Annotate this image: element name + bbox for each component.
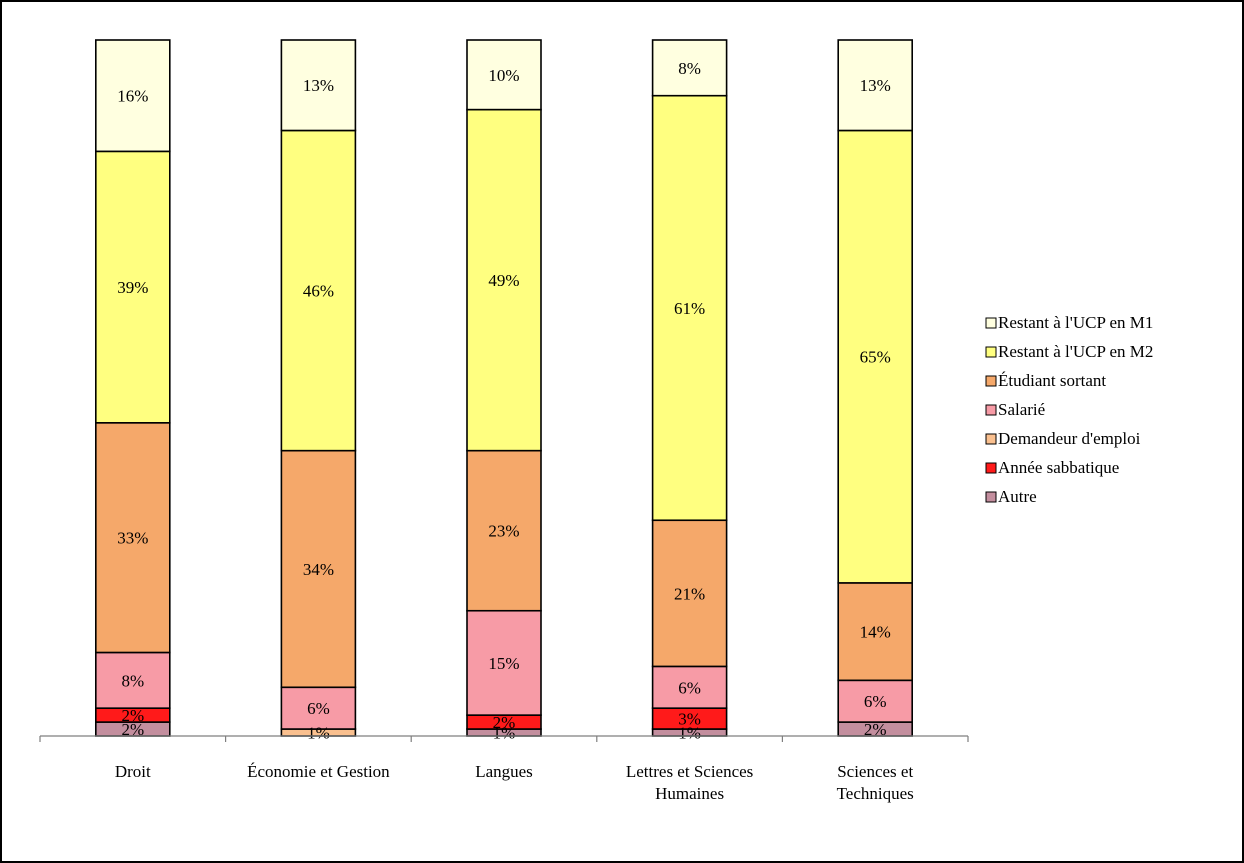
bar-segment-etudiant-sortant xyxy=(280,449,357,689)
data-label: 8% xyxy=(121,671,144,690)
legend-swatch-autre xyxy=(985,491,997,503)
bar-segment-restant-a-l-ucp-en-m1 xyxy=(280,39,357,132)
bar-segment-restant-a-l-ucp-en-m1 xyxy=(95,39,171,153)
x-tick-label: Langues xyxy=(475,762,533,781)
data-label: 33% xyxy=(117,529,148,548)
data-label: 14% xyxy=(860,623,891,642)
legend-label-salarie: Salarié xyxy=(998,400,1045,419)
data-label: 16% xyxy=(117,87,148,106)
legend-label-restant-a-l-ucp-en-m1: Restant à l'UCP en M1 xyxy=(998,313,1153,332)
bar-segment-salarie xyxy=(466,609,542,716)
bar-segment-restant-a-l-ucp-en-m2 xyxy=(651,94,728,522)
x-axis xyxy=(39,735,969,742)
data-label: 2% xyxy=(493,713,516,732)
legend-swatch-demandeur-d-emploi xyxy=(985,433,997,445)
legend-label-annee-sabbatique: Année sabbatique xyxy=(998,458,1119,477)
data-label: 2% xyxy=(121,720,144,739)
data-label: 46% xyxy=(303,282,334,301)
legend-swatch-annee-sabbatique xyxy=(985,462,997,474)
data-label: 2% xyxy=(121,706,144,725)
bar-segment-etudiant-sortant xyxy=(651,519,728,668)
data-label: 13% xyxy=(860,76,891,95)
data-label: 49% xyxy=(488,271,519,290)
data-label: 10% xyxy=(488,66,519,85)
data-label: 8% xyxy=(678,59,701,78)
data-label: 2% xyxy=(864,720,887,739)
bar-segment-salarie xyxy=(95,651,171,709)
bar-segment-restant-a-l-ucp-en-m1 xyxy=(837,39,914,132)
data-label: 34% xyxy=(303,560,334,579)
legend-swatch-salarie xyxy=(985,404,997,416)
bar-segment-restant-a-l-ucp-en-m2 xyxy=(837,129,914,584)
legend-label-etudiant-sortant: Étudiant sortant xyxy=(998,371,1106,390)
data-label: 3% xyxy=(678,710,701,729)
data-label: 1% xyxy=(493,724,516,743)
x-tick-label: Économie et Gestion xyxy=(247,762,390,781)
legend-label-autre: Autre xyxy=(998,487,1037,506)
data-label: 1% xyxy=(307,724,330,743)
legend: Restant à l'UCP en M1 Restant à l'UCP en … xyxy=(985,313,1153,506)
legend-swatch-restant-a-l-ucp-en-m1 xyxy=(985,317,997,329)
bar-segment-restant-a-l-ucp-en-m2 xyxy=(280,129,357,452)
bar-segment-etudiant-sortant xyxy=(95,421,171,654)
data-label: 15% xyxy=(488,654,519,673)
data-label: 23% xyxy=(488,522,519,541)
bar-segment-etudiant-sortant xyxy=(466,449,542,612)
bar-segment-restant-a-l-ucp-en-m1 xyxy=(651,39,728,97)
bar-segment-restant-a-l-ucp-en-m1 xyxy=(466,39,542,111)
data-label: 6% xyxy=(678,678,701,697)
bars-layer: 2%2%8%33%39%16%1%6%34%46%13%1%2%15%23%49… xyxy=(95,39,914,743)
data-label: 6% xyxy=(864,692,887,711)
bar-segment-salarie xyxy=(651,665,728,709)
bar-segment-salarie xyxy=(837,679,914,723)
data-label: 1% xyxy=(678,724,701,743)
x-tick-label: Lettres et Sciences Humaines xyxy=(626,762,753,803)
data-label: 13% xyxy=(303,76,334,95)
x-tick-label: Sciences et Techniques xyxy=(837,762,914,803)
data-label: 65% xyxy=(860,348,891,367)
legend-label-restant-a-l-ucp-en-m2: Restant à l'UCP en M2 xyxy=(998,342,1153,361)
legend-label-demandeur-d-emploi: Demandeur d'emploi xyxy=(998,429,1141,448)
x-tick-labels: Droit Économie et Gestion Langues Lettres e… xyxy=(115,762,914,803)
data-label: 39% xyxy=(117,278,148,297)
data-label: 6% xyxy=(307,699,330,718)
x-tick-label: Droit xyxy=(115,762,151,781)
bar-segment-etudiant-sortant xyxy=(837,582,914,682)
legend-swatch-restant-a-l-ucp-en-m2 xyxy=(985,346,997,358)
data-label: 61% xyxy=(674,299,705,318)
bar-segment-restant-a-l-ucp-en-m2 xyxy=(466,108,542,452)
data-label: 21% xyxy=(674,584,705,603)
legend-swatch-etudiant-sortant xyxy=(985,375,997,387)
